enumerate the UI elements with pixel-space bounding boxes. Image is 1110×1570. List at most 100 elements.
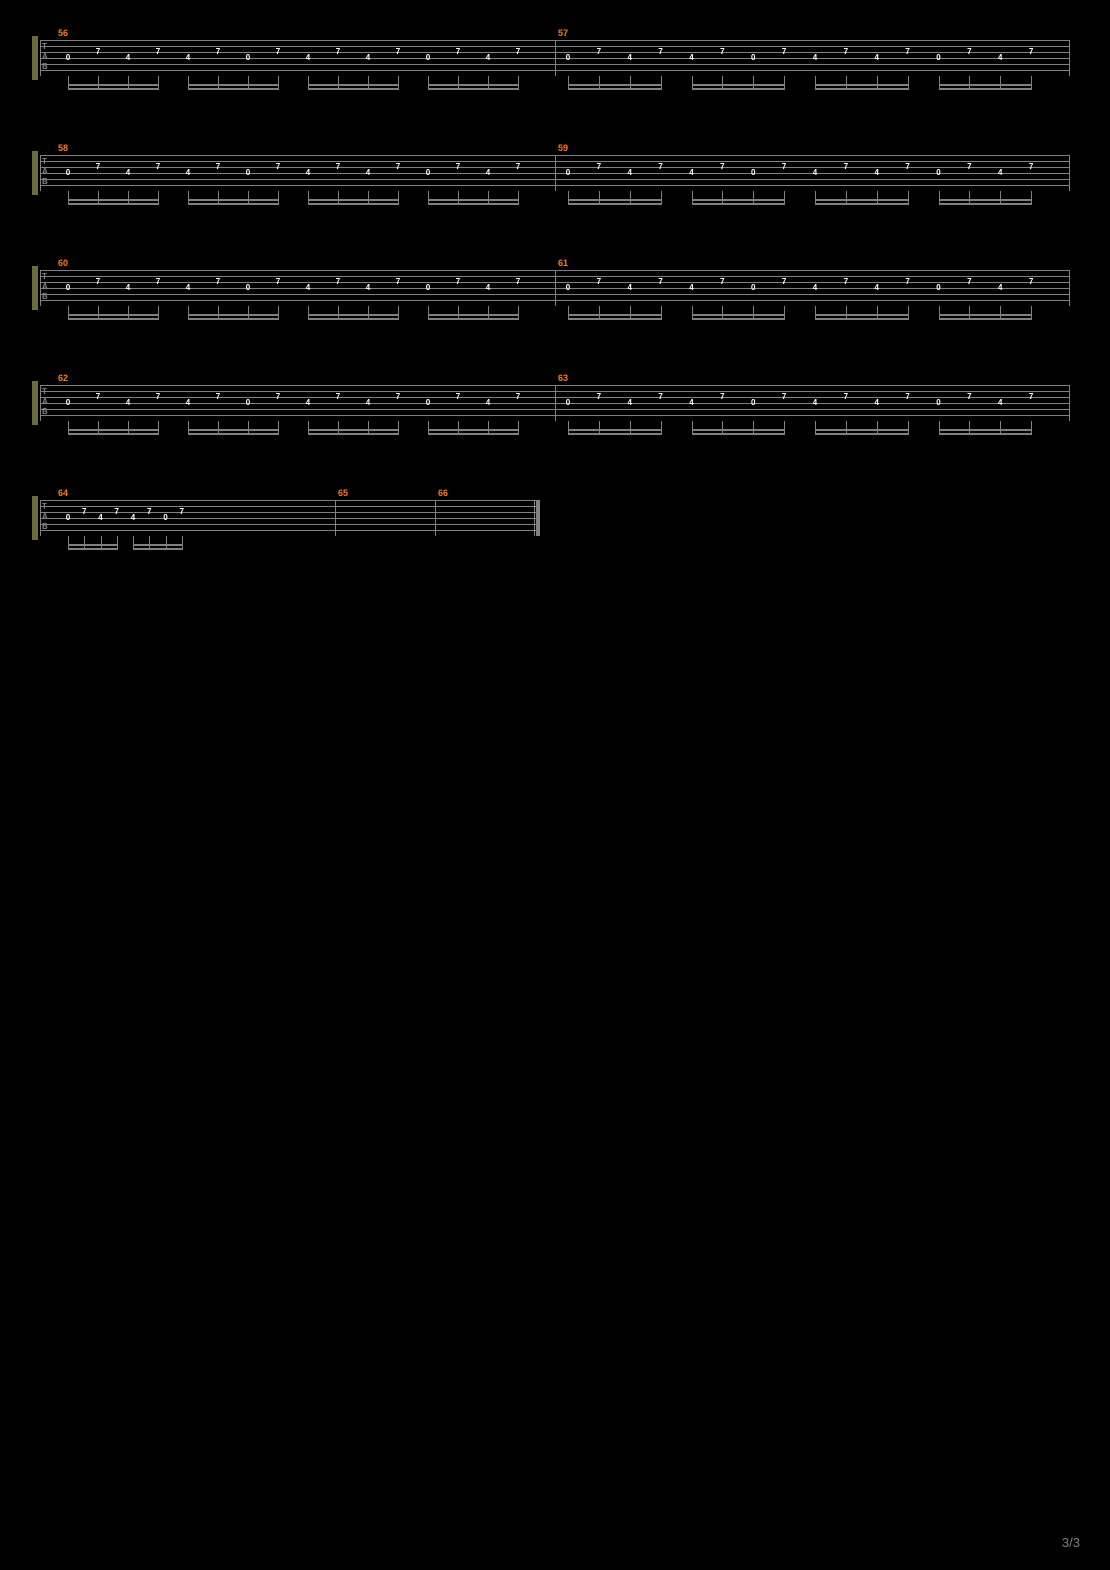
staff-row: TAB600747470747470747610747470747470747 — [40, 270, 1070, 336]
beam — [815, 88, 909, 90]
barline — [555, 155, 556, 191]
beam — [568, 88, 662, 90]
beam — [188, 199, 279, 201]
tab-clef-letter: B — [42, 523, 48, 531]
tab-note: 4 — [304, 169, 312, 177]
beam — [815, 318, 909, 320]
tab-note: 7 — [718, 48, 726, 56]
beam — [68, 544, 118, 546]
tab-note: 0 — [935, 399, 943, 407]
tab-note: 7 — [274, 278, 282, 286]
beam — [939, 429, 1033, 431]
tab-note: 7 — [94, 278, 102, 286]
beam — [428, 88, 519, 90]
tab-clef-letter: B — [42, 293, 48, 301]
tab-clef-letter: T — [42, 388, 47, 396]
tab-note: 4 — [688, 284, 696, 292]
tab-note: 0 — [749, 54, 757, 62]
tab-note: 7 — [178, 508, 186, 516]
system-bracket — [32, 266, 38, 310]
tab-clef-letter: T — [42, 503, 47, 511]
barline — [1069, 270, 1070, 306]
system-bracket — [32, 381, 38, 425]
barline — [534, 500, 535, 536]
system-bracket — [32, 36, 38, 80]
tab-note: 0 — [424, 284, 432, 292]
staff-line — [40, 500, 540, 501]
tab-note: 4 — [124, 399, 132, 407]
barline — [555, 40, 556, 76]
tab-note: 4 — [364, 169, 372, 177]
beam — [308, 203, 399, 205]
beam — [308, 84, 399, 86]
tab-note: 0 — [749, 284, 757, 292]
beam — [68, 88, 159, 90]
tab-note: 0 — [935, 169, 943, 177]
final-barline — [536, 500, 540, 536]
beam — [68, 203, 159, 205]
tab-note: 7 — [965, 163, 973, 171]
tab-note: 7 — [595, 48, 603, 56]
measure-number: 59 — [558, 143, 568, 153]
staff-row: TAB64074747076566 — [40, 500, 540, 566]
tab-note: 0 — [162, 514, 170, 522]
tab-note: 7 — [595, 278, 603, 286]
barline — [40, 155, 41, 191]
tab-note: 0 — [64, 169, 72, 177]
tab-note: 4 — [996, 54, 1004, 62]
tab-note: 4 — [129, 514, 137, 522]
tab-note: 7 — [842, 278, 850, 286]
tab-note: 7 — [904, 278, 912, 286]
tab-note: 4 — [688, 169, 696, 177]
tab-staff: TAB600747470747470747610747470747470747 — [40, 270, 1070, 306]
tab-note: 0 — [564, 399, 572, 407]
tab-note: 7 — [334, 393, 342, 401]
barline — [335, 500, 336, 536]
beam — [815, 84, 909, 86]
beam — [692, 433, 786, 435]
tab-note: 0 — [424, 54, 432, 62]
beam — [428, 84, 519, 86]
tab-note: 7 — [394, 48, 402, 56]
tab-note: 4 — [484, 169, 492, 177]
beam — [68, 199, 159, 201]
beam — [308, 429, 399, 431]
beam — [815, 433, 909, 435]
tab-note: 4 — [304, 54, 312, 62]
beam — [68, 429, 159, 431]
beam — [692, 84, 786, 86]
tab-note: 4 — [626, 284, 634, 292]
barline — [555, 385, 556, 421]
tab-note: 7 — [274, 48, 282, 56]
tab-note: 7 — [334, 163, 342, 171]
tab-note: 7 — [842, 163, 850, 171]
staff-row: TAB580747470747470747590747470747470747 — [40, 155, 1070, 221]
tab-note: 7 — [454, 48, 462, 56]
tab-note: 7 — [780, 278, 788, 286]
measure-number: 64 — [58, 488, 68, 498]
tab-note: 7 — [394, 278, 402, 286]
barline — [40, 385, 41, 421]
measure-number: 60 — [58, 258, 68, 268]
tab-note: 7 — [94, 163, 102, 171]
beam — [428, 433, 519, 435]
measure-number: 66 — [438, 488, 448, 498]
beam — [68, 548, 118, 550]
tab-note: 7 — [718, 278, 726, 286]
tab-note: 0 — [244, 399, 252, 407]
barline — [555, 270, 556, 306]
tab-note: 7 — [514, 48, 522, 56]
tab-note: 7 — [780, 393, 788, 401]
tab-clef-letter: A — [42, 168, 48, 176]
barline — [1069, 385, 1070, 421]
beam — [692, 318, 786, 320]
tab-clef-letter: T — [42, 273, 47, 281]
tab-note: 4 — [811, 399, 819, 407]
tab-clef-letter: A — [42, 53, 48, 61]
tab-note: 7 — [904, 163, 912, 171]
tab-note: 4 — [811, 54, 819, 62]
tab-staff: TAB580747470747470747590747470747470747 — [40, 155, 1070, 191]
tab-note: 7 — [94, 393, 102, 401]
beam — [939, 318, 1033, 320]
staff-line — [40, 518, 540, 519]
